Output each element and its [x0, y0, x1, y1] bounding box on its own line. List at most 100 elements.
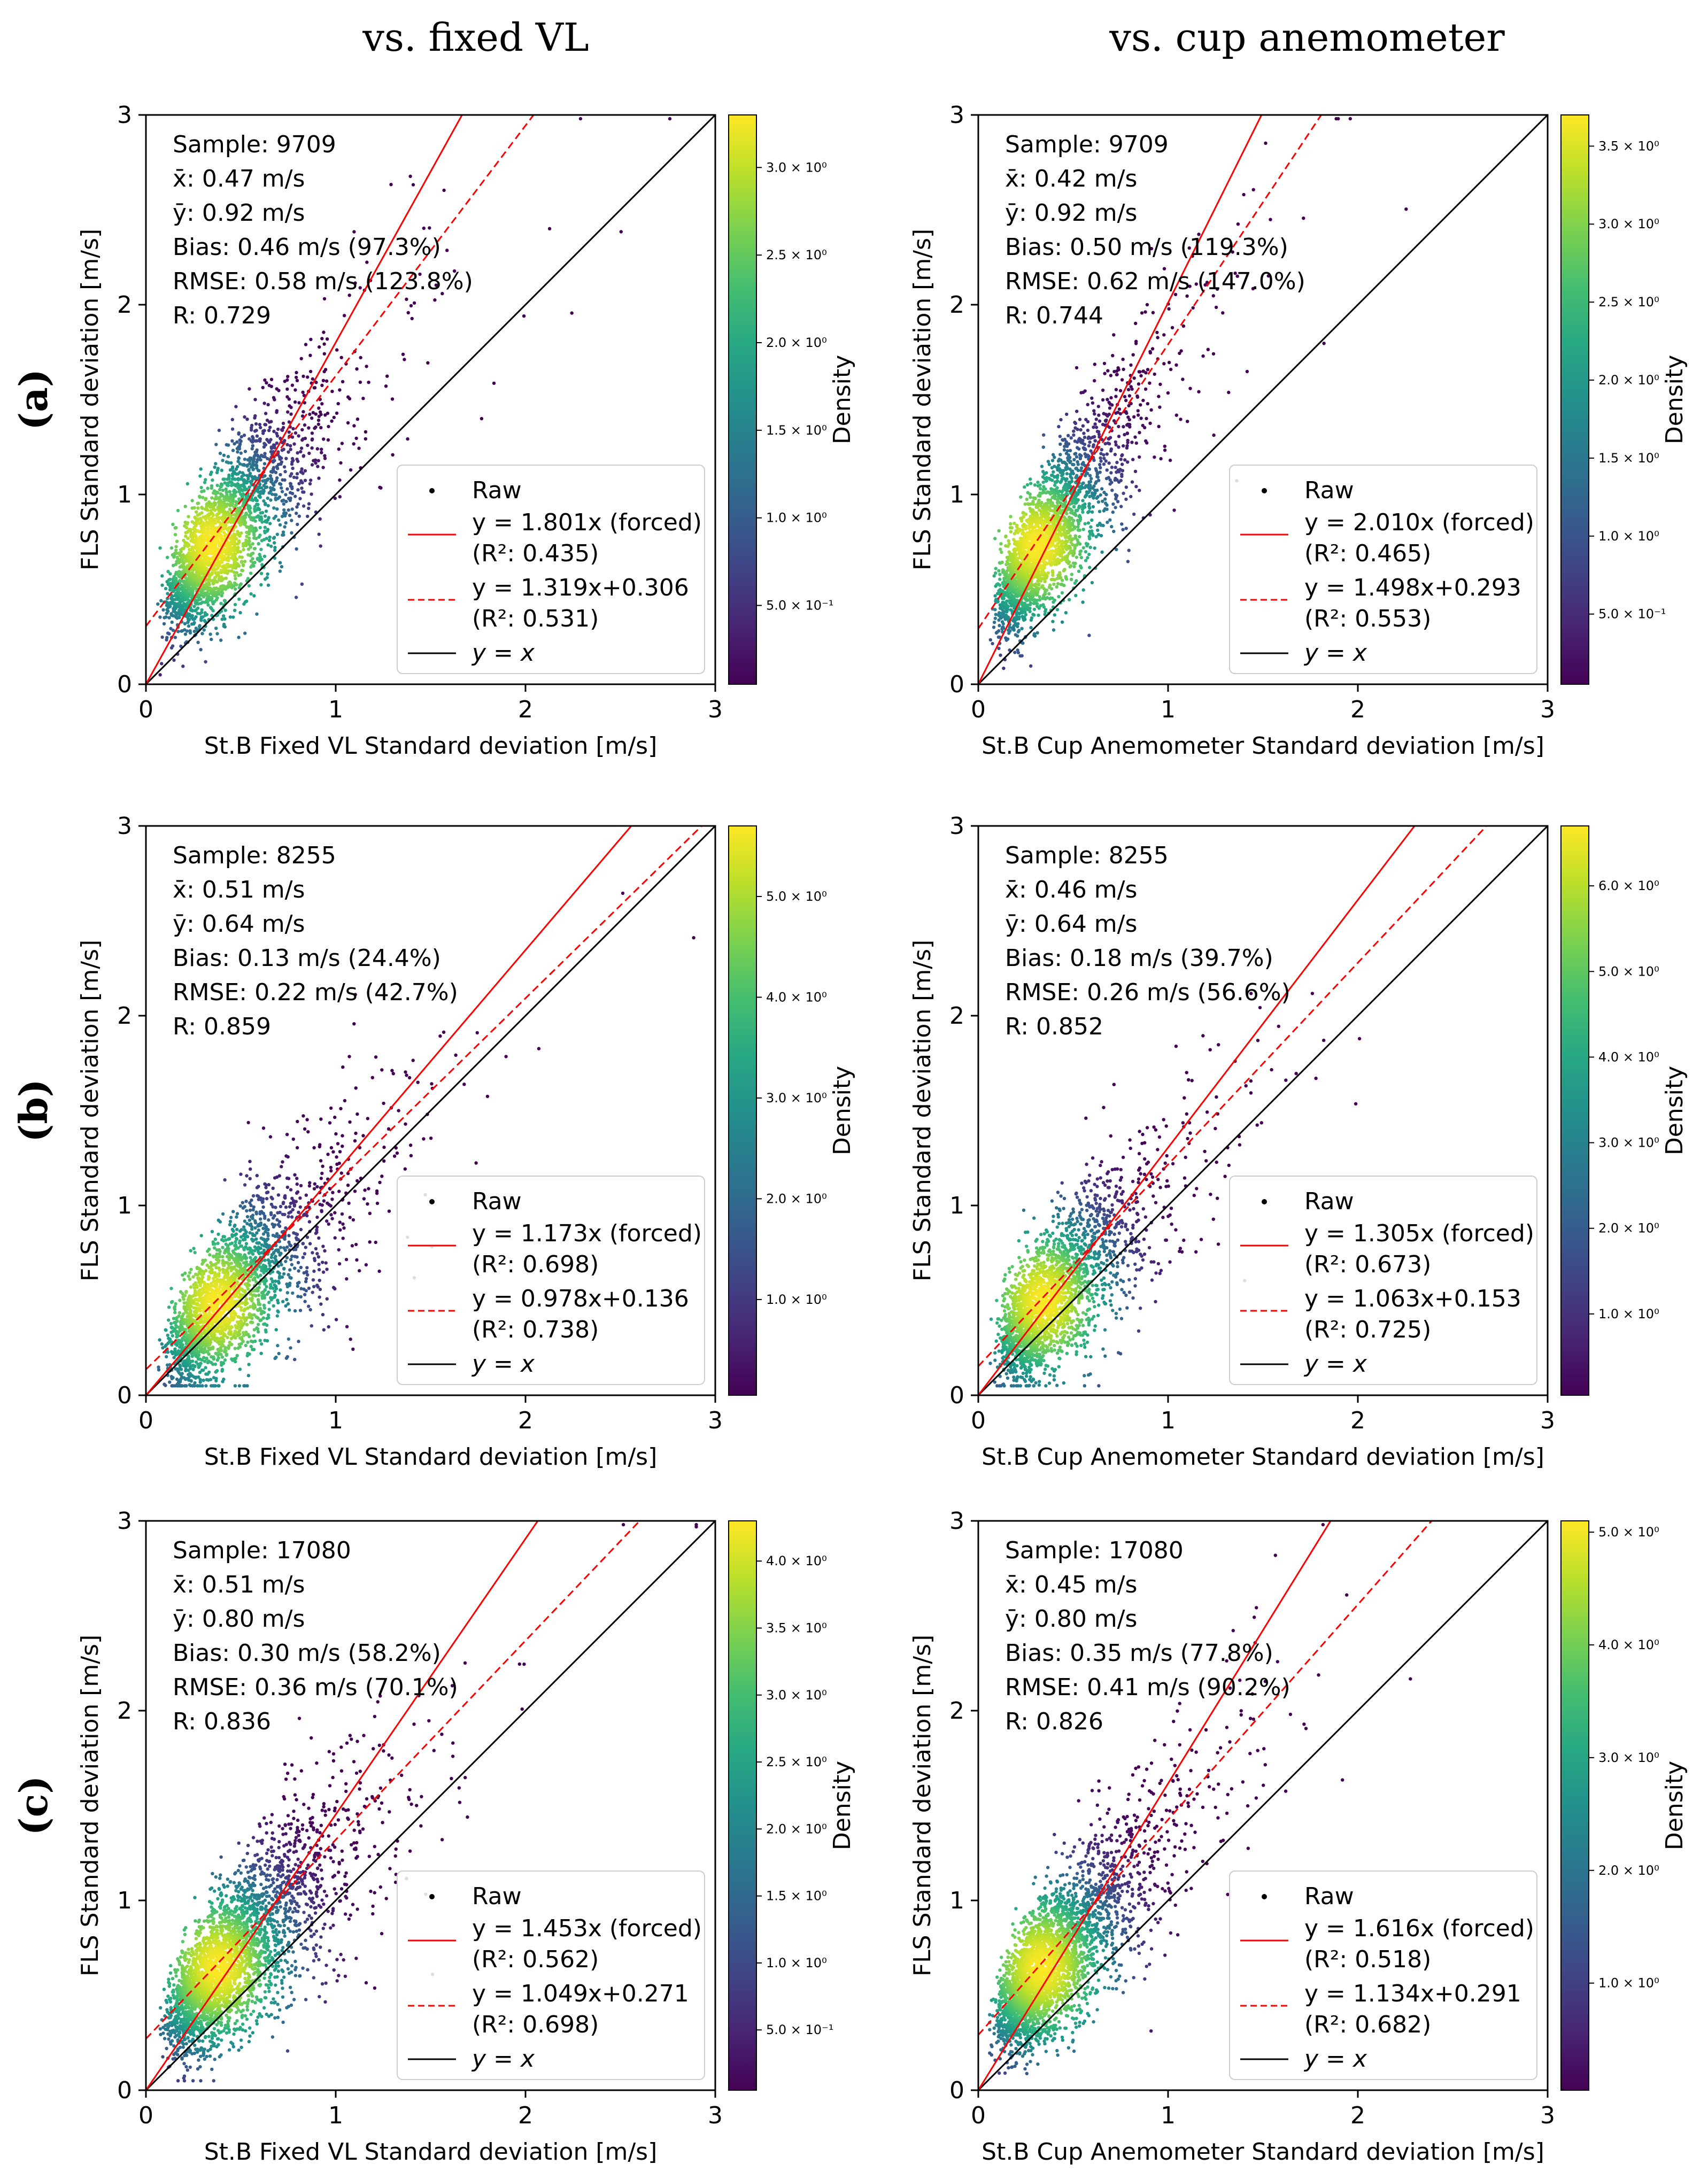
data-point	[1100, 448, 1103, 452]
data-point	[1035, 631, 1039, 635]
data-point	[1093, 488, 1097, 492]
stat-line: R: 0.729	[173, 302, 271, 329]
data-point	[410, 316, 414, 321]
data-point	[200, 600, 205, 604]
data-point	[204, 498, 207, 501]
data-point	[337, 447, 341, 451]
data-point	[176, 558, 180, 561]
data-point	[280, 486, 283, 490]
data-point	[203, 619, 206, 623]
data-point	[385, 374, 389, 378]
data-point	[280, 565, 284, 569]
data-point	[1121, 358, 1125, 361]
data-point	[248, 387, 251, 391]
data-point	[235, 440, 239, 444]
data-point	[300, 414, 305, 418]
data-point	[1066, 442, 1071, 446]
data-point	[243, 631, 247, 635]
data-point	[1081, 546, 1086, 550]
data-point	[268, 474, 273, 478]
data-point	[199, 485, 203, 490]
data-point	[270, 492, 274, 496]
data-point	[1129, 401, 1133, 406]
data-point	[224, 487, 228, 491]
data-point	[1058, 481, 1062, 484]
data-point	[246, 577, 250, 581]
data-point	[1112, 333, 1116, 337]
data-point	[1053, 613, 1057, 617]
data-point	[355, 367, 359, 371]
data-point	[262, 529, 267, 533]
data-point	[174, 548, 178, 552]
data-point	[323, 454, 327, 458]
data-point	[1088, 440, 1092, 444]
data-point	[199, 467, 203, 471]
scatter-points	[988, 117, 1408, 670]
data-point	[231, 449, 235, 452]
data-point	[243, 450, 248, 453]
data-point	[1099, 452, 1103, 455]
data-point	[168, 572, 172, 576]
data-point	[1132, 512, 1136, 516]
data-point	[1013, 651, 1017, 654]
data-point	[228, 490, 231, 493]
data-point	[224, 576, 228, 580]
data-point	[1051, 620, 1055, 623]
data-point	[1096, 523, 1100, 528]
data-point	[1062, 569, 1066, 573]
data-point	[254, 526, 258, 530]
data-point	[1008, 629, 1012, 633]
data-point	[1108, 402, 1112, 406]
data-point	[1050, 504, 1054, 508]
data-point	[339, 355, 343, 359]
data-point	[210, 496, 214, 500]
data-point	[1032, 632, 1037, 636]
data-point	[390, 397, 395, 401]
data-point	[198, 624, 202, 628]
data-point	[269, 544, 273, 548]
data-point	[231, 615, 235, 619]
data-point	[220, 594, 223, 598]
data-point	[1114, 443, 1118, 447]
data-point	[263, 520, 267, 523]
data-point	[1148, 381, 1151, 385]
data-point	[206, 508, 210, 512]
data-point	[217, 428, 221, 432]
data-point	[227, 536, 231, 540]
data-point	[257, 542, 260, 546]
data-point	[1053, 598, 1057, 602]
data-point	[1000, 560, 1004, 565]
data-point	[322, 352, 326, 355]
data-point	[192, 621, 196, 625]
data-point	[1017, 629, 1021, 632]
data-point	[259, 426, 262, 429]
data-point	[1047, 592, 1051, 596]
data-point	[1045, 588, 1049, 592]
data-point	[269, 450, 273, 454]
data-point	[1116, 500, 1120, 504]
data-point	[1091, 401, 1095, 405]
data-point	[248, 485, 251, 489]
data-point	[192, 629, 196, 633]
data-point	[278, 561, 282, 565]
data-point	[1124, 527, 1128, 530]
data-point	[330, 419, 334, 423]
data-point	[1114, 395, 1118, 398]
data-point	[1009, 530, 1013, 534]
data-point	[1055, 608, 1060, 612]
data-point	[1065, 412, 1069, 416]
data-point	[1233, 271, 1237, 275]
data-point	[1056, 573, 1060, 577]
data-point	[274, 498, 278, 501]
data-point	[1186, 420, 1189, 423]
data-point	[1057, 424, 1061, 429]
data-point	[203, 591, 207, 595]
data-point	[357, 446, 361, 450]
data-point	[1269, 218, 1272, 221]
data-point	[1029, 625, 1033, 630]
data-point	[1058, 453, 1062, 457]
data-point	[219, 601, 223, 606]
data-point	[247, 584, 251, 588]
data-point	[1126, 388, 1131, 391]
data-point	[299, 357, 303, 360]
